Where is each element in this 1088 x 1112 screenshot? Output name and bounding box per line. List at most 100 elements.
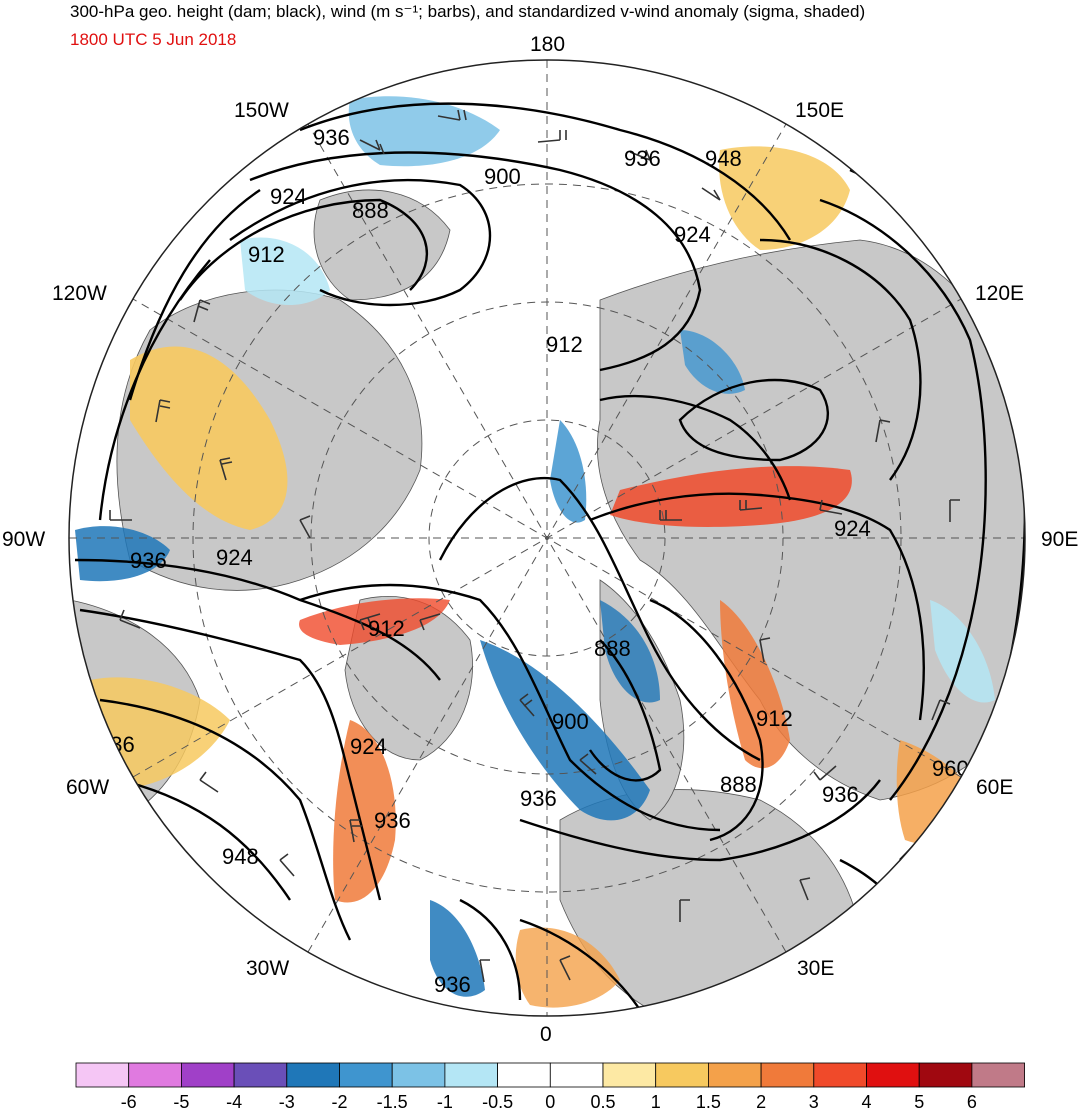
anomaly-pos-siberia (610, 466, 852, 527)
lon-label-150w: 150W (234, 99, 289, 122)
contour-label: 924 (674, 222, 711, 247)
anomaly-pos-atlantic (333, 720, 396, 903)
contour-label: 912 (756, 706, 793, 731)
wind-barb (119, 609, 141, 629)
lon-label-30e: 30E (797, 957, 834, 980)
contour-line (229, 179, 492, 307)
wind-barb (219, 457, 233, 481)
contour-label: 936 (374, 808, 411, 833)
colorbar-box (75, 1062, 130, 1088)
anomaly-neg-arctic (550, 420, 587, 523)
wind-barb (559, 955, 571, 981)
colorbar: -6 -5 -4 -3 -2 -1.5 -1 -0.5 0 0.5 1 1.5 … (75, 1062, 1026, 1112)
contour-line (299, 583, 721, 832)
colorbar-box (497, 1062, 551, 1088)
contour-line (678, 378, 830, 462)
valid-time-label: 1800 UTC 5 Jun 2018 (70, 30, 237, 49)
anomaly-neg-north-atlantic (480, 640, 650, 821)
colorbar-tick-label: 5 (914, 1092, 924, 1112)
wind-barb (299, 515, 311, 539)
anomaly-neg-pacific (348, 96, 500, 167)
anomaly-pos-europe (515, 927, 620, 1008)
longitude-labels: 180 150E 120E 90E 60E 30E 0 30W 60W 90W … (2, 33, 1078, 1046)
contour-line (519, 779, 881, 862)
contour-label: 912 (368, 616, 405, 641)
wind-barb (349, 819, 362, 843)
lon-label-180: 180 (530, 33, 565, 56)
lon-label-0: 0 (540, 1023, 552, 1046)
colorbar-box (971, 1062, 1026, 1088)
contour-line (98, 259, 211, 521)
contour-line (299, 102, 792, 241)
contour-label: 948 (222, 844, 259, 869)
colorbar-box (708, 1062, 762, 1088)
colorbar-tick-label: -0.5 (482, 1092, 513, 1112)
contour-label: 912 (248, 242, 285, 267)
colorbar-tick-label: 6 (967, 1092, 977, 1112)
colorbar-tick-label: -5 (173, 1092, 189, 1112)
contour-label: 900 (552, 709, 589, 734)
lon-label-120w: 120W (52, 282, 107, 305)
contour-line (459, 898, 522, 1001)
contour-line (519, 918, 641, 1011)
anomaly-neg-hudson (75, 526, 170, 582)
wind-barb (759, 637, 771, 663)
contour-label: 936 (520, 786, 557, 811)
wind-barb (537, 130, 567, 143)
contour-label: 888 (720, 772, 757, 797)
colorbar-tick-label: 1 (651, 1092, 661, 1112)
contour-label: 900 (484, 164, 521, 189)
wind-barb (819, 499, 843, 515)
anomaly-neg-kara (600, 600, 660, 703)
anomaly-pos-urals (720, 600, 790, 769)
colorbar-boxes (75, 1062, 1026, 1088)
meridian-60W-120E (132, 298, 962, 778)
colorbar-tick-label: 0.5 (590, 1092, 615, 1112)
colorbar-box (286, 1062, 340, 1088)
colorbar-tick-label: 3 (809, 1092, 819, 1112)
contour-label: 924 (834, 516, 871, 541)
wind-barb (813, 765, 837, 781)
colorbar-box (549, 1062, 604, 1088)
colorbar-box (813, 1062, 867, 1088)
wind-barb (479, 959, 490, 983)
wind-barb (109, 510, 132, 521)
contour-line (99, 698, 352, 941)
wind-barb (739, 500, 763, 511)
colorbar-box (180, 1062, 235, 1088)
colorbar-tick-label: -6 (121, 1092, 137, 1112)
colorbar-ticks: -6 -5 -4 -3 -2 -1.5 -1 -0.5 0 0.5 1 1.5 … (121, 1092, 977, 1112)
contour-line (759, 238, 922, 481)
colorbar-box (391, 1062, 446, 1088)
wind-barb (359, 613, 381, 631)
contour-label: 924 (270, 184, 307, 209)
colorbar-tick-label: -1 (437, 1092, 453, 1112)
colorbar-box (444, 1062, 498, 1088)
contour-line (649, 598, 764, 842)
map-disk: 936 948 936 924 900 888 924 912 912 924 … (69, 60, 1025, 1016)
wind-barb (799, 877, 811, 901)
lon-label-90e: 90E (1041, 528, 1078, 551)
anomaly-pos-east-siberia (719, 146, 850, 250)
colorbar-box (339, 1062, 393, 1088)
anomaly-neg-siberia (680, 330, 745, 394)
anomaly-neg-west (240, 237, 330, 305)
colorbar-tick-label: -1.5 (377, 1092, 408, 1112)
wind-barb (579, 753, 597, 775)
wind-barb (419, 613, 441, 631)
contour-label: 936 (822, 782, 859, 807)
lon-label-90w: 90W (2, 528, 45, 551)
colorbar-box (602, 1062, 657, 1088)
colorbar-tick-label: -3 (279, 1092, 295, 1112)
wind-barb (949, 499, 960, 522)
contour-label: 936 (130, 548, 167, 573)
contour-label: 888 (352, 198, 389, 223)
wind-barb (359, 139, 385, 155)
wind-barb (279, 853, 295, 877)
colorbar-box (866, 1062, 920, 1088)
anomaly-pos-greenland (299, 598, 450, 645)
colorbar-box (128, 1062, 182, 1088)
lon-label-30w: 30W (246, 957, 289, 980)
wind-barb (679, 899, 690, 922)
